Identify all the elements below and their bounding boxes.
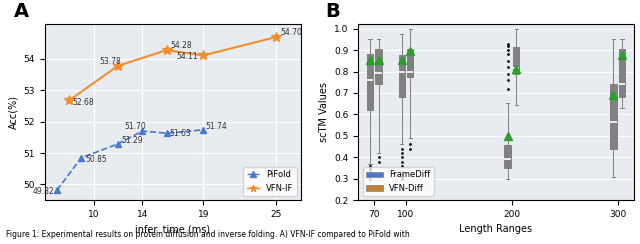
PathPatch shape xyxy=(399,55,405,97)
PathPatch shape xyxy=(407,49,413,77)
Text: 49.82: 49.82 xyxy=(33,187,54,196)
Text: 51.74: 51.74 xyxy=(205,122,227,131)
PathPatch shape xyxy=(504,145,511,168)
PathPatch shape xyxy=(619,49,625,97)
Text: 51.63: 51.63 xyxy=(169,129,191,138)
Text: 54.70: 54.70 xyxy=(280,28,302,37)
Legend: PiFold, VFN-IF: PiFold, VFN-IF xyxy=(243,167,296,196)
Text: 52.68: 52.68 xyxy=(73,98,95,107)
Text: 53.78: 53.78 xyxy=(100,57,122,66)
Text: 50.85: 50.85 xyxy=(85,155,107,164)
Text: 54.11: 54.11 xyxy=(177,52,198,61)
PathPatch shape xyxy=(611,84,617,149)
Y-axis label: Acc(%): Acc(%) xyxy=(8,95,18,129)
Text: 51.29: 51.29 xyxy=(122,136,143,145)
PathPatch shape xyxy=(375,49,381,84)
Text: A: A xyxy=(14,2,29,21)
Text: B: B xyxy=(325,2,340,21)
PathPatch shape xyxy=(513,47,519,74)
X-axis label: Length Ranges: Length Ranges xyxy=(460,224,532,234)
X-axis label: infer. time (ms): infer. time (ms) xyxy=(135,224,211,234)
Y-axis label: scTM Values: scTM Values xyxy=(319,82,329,142)
PathPatch shape xyxy=(367,54,373,110)
Text: Figure 1: Experimental results on protein diffusion and inverse folding. A) VFN-: Figure 1: Experimental results on protei… xyxy=(6,230,410,239)
Legend: FrameDiff, VFN-Diff: FrameDiff, VFN-Diff xyxy=(363,167,434,196)
Text: 51.70: 51.70 xyxy=(124,122,146,131)
Text: 54.28: 54.28 xyxy=(170,41,192,50)
